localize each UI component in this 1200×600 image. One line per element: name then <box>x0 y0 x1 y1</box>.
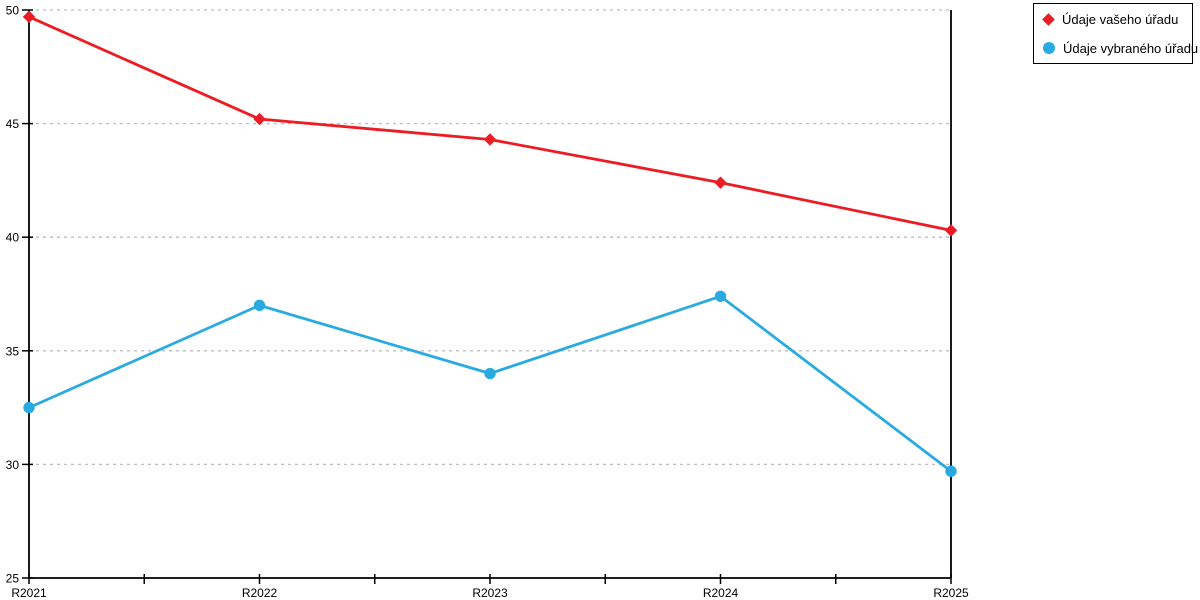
data-point-diamond <box>22 10 36 24</box>
data-point-diamond <box>714 176 727 189</box>
y-tick-label: 30 <box>6 458 20 472</box>
y-tick-label: 25 <box>6 572 20 586</box>
y-tick-label: 40 <box>6 231 20 245</box>
data-point-circle <box>23 401 35 414</box>
x-tick-label: R2023 <box>472 586 508 600</box>
legend-box: Údaje vašeho úřadu Údaje vybraného úřadu <box>1033 3 1198 64</box>
x-tick-label: R2025 <box>933 586 969 600</box>
legend-item-blue: Údaje vybraného úřadu <box>1043 41 1198 56</box>
series-line-diamond <box>28 15 952 232</box>
x-tick-label: R2022 <box>242 586 278 600</box>
y-tick-label: 35 <box>6 344 20 358</box>
data-point-diamond <box>944 224 958 237</box>
y-tick-label: 45 <box>6 117 20 131</box>
circle-marker-icon <box>1043 42 1055 54</box>
data-point-diamond <box>253 112 266 126</box>
legend-label-blue: Údaje vybraného úřadu <box>1063 40 1199 56</box>
data-point-circle <box>253 299 266 312</box>
x-tick-label: R2024 <box>703 586 739 600</box>
data-point-circle <box>945 465 957 477</box>
diamond-marker-icon <box>1042 12 1055 26</box>
x-tick-label: R2021 <box>11 586 47 600</box>
data-point-circle <box>714 290 727 302</box>
legend-label-red: Údaje vašeho úřadu <box>1062 11 1179 27</box>
legend-item-red: Údaje vašeho úřadu <box>1042 11 1192 27</box>
data-point-circle <box>484 367 496 380</box>
y-tick-label: 50 <box>6 4 20 18</box>
series-line-circle <box>28 294 952 473</box>
data-point-diamond <box>483 133 497 146</box>
